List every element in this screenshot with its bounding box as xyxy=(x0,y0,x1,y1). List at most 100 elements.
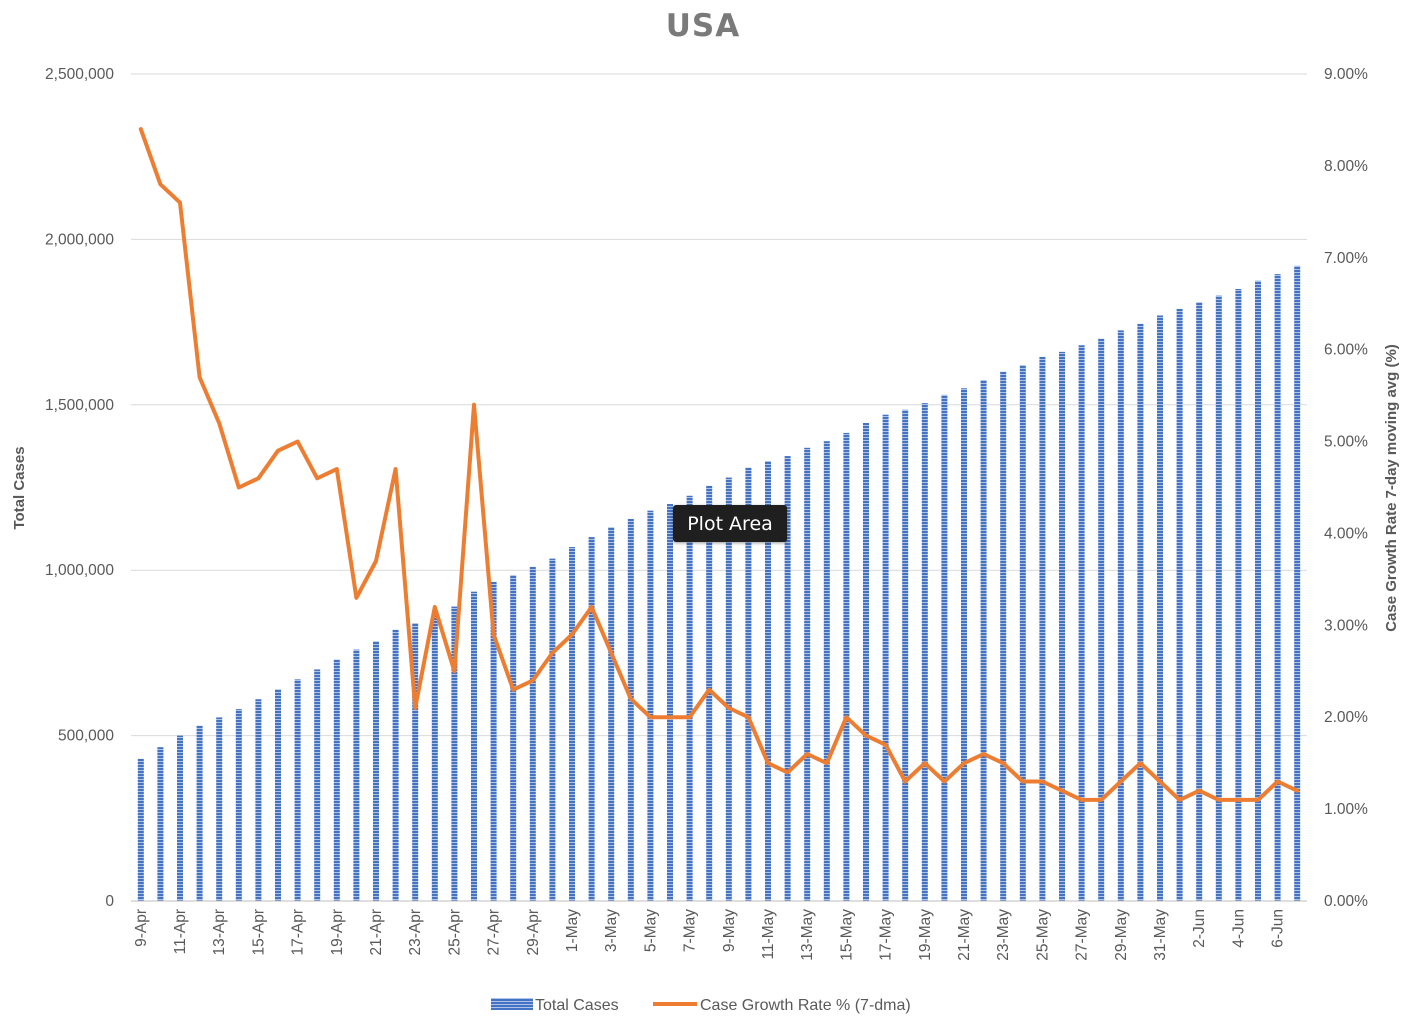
bar-total-cases xyxy=(1019,365,1026,901)
plot-area-tooltip: Plot Area xyxy=(673,505,787,542)
bar-total-cases xyxy=(1000,371,1007,902)
bar-total-cases xyxy=(392,629,399,901)
x-tick-label: 17-Apr xyxy=(290,909,307,956)
y2-tick-label: 1.00% xyxy=(1324,801,1368,818)
chart-title: USA xyxy=(666,8,741,44)
bar-series-total-cases xyxy=(137,265,1301,902)
bar-total-cases xyxy=(235,709,242,901)
bar-total-cases xyxy=(882,414,889,901)
x-tick-label: 5-May xyxy=(642,909,659,952)
x-tick-label: 19-May xyxy=(917,909,934,961)
x-tick-label: 29-May xyxy=(1113,909,1130,961)
bar-total-cases xyxy=(412,623,419,901)
y-axis-title: Total Cases xyxy=(11,446,28,529)
bar-total-cases xyxy=(569,547,575,901)
bar-total-cases xyxy=(510,575,517,901)
x-tick-label: 13-May xyxy=(799,909,816,961)
bar-total-cases xyxy=(1255,280,1261,901)
x-tick-label: 25-May xyxy=(1034,909,1051,961)
bar-total-cases xyxy=(843,432,850,901)
bar-total-cases xyxy=(1294,265,1301,901)
x-tick-label: 6-Jun xyxy=(1270,909,1287,948)
bar-total-cases xyxy=(294,679,301,901)
bar-total-cases xyxy=(216,717,223,901)
legend-swatch-total-cases xyxy=(491,998,533,1010)
bar-total-cases xyxy=(451,606,458,901)
y-tick-label: 0 xyxy=(105,893,114,910)
bar-total-cases xyxy=(941,394,948,901)
x-tick-label: 15-Apr xyxy=(250,909,267,956)
x-tick-label: 4-Jun xyxy=(1230,909,1247,948)
x-tick-label: 15-May xyxy=(838,909,855,961)
bar-total-cases xyxy=(647,510,654,901)
bar-total-cases xyxy=(686,495,693,901)
x-tick-label: 23-Apr xyxy=(407,909,424,956)
bar-total-cases xyxy=(431,614,438,901)
bar-total-cases xyxy=(725,477,732,901)
x-tick-label: 7-May xyxy=(682,909,699,952)
bar-total-cases xyxy=(1274,274,1281,901)
bar-total-cases xyxy=(255,699,262,901)
bar-total-cases xyxy=(1215,295,1222,901)
y2-tick-label: 9.00% xyxy=(1324,66,1368,83)
y2-tick-label: 2.00% xyxy=(1324,709,1368,726)
bar-total-cases xyxy=(745,467,752,901)
x-tick-label: 21-Apr xyxy=(368,909,385,956)
bar-total-cases xyxy=(373,641,379,901)
bar-total-cases xyxy=(157,747,164,901)
axes: 0 500,000 1,000,000 1,500,000 2,000,000 2,500… xyxy=(45,66,1368,961)
bar-total-cases xyxy=(529,566,536,901)
bar-total-cases xyxy=(765,461,771,901)
x-tick-label: 29-Apr xyxy=(525,909,542,956)
bar-total-cases xyxy=(1196,302,1203,901)
bar-total-cases xyxy=(549,558,556,901)
bar-total-cases xyxy=(353,649,360,901)
bar-total-cases xyxy=(137,758,144,901)
x-tick-label: 19-Apr xyxy=(329,909,346,956)
bar-total-cases xyxy=(706,485,713,901)
x-tick-label: 23-May xyxy=(995,909,1012,961)
bar-total-cases xyxy=(921,403,928,901)
bar-total-cases xyxy=(1157,315,1163,901)
x-tick-label: 9-May xyxy=(721,909,738,952)
x-tick-label: 27-Apr xyxy=(486,909,503,956)
legend: Total Cases Case Growth Rate % (7-dma) xyxy=(491,997,911,1014)
bar-total-cases xyxy=(588,537,595,901)
y-tick-label: 2,500,000 xyxy=(45,66,114,83)
x-tick-label: 11-May xyxy=(760,909,777,960)
x-tick-label: 21-May xyxy=(956,909,973,961)
bar-total-cases xyxy=(608,527,615,901)
bar-total-cases xyxy=(1039,356,1046,902)
bar-total-cases xyxy=(333,659,340,901)
bar-total-cases xyxy=(961,388,967,901)
y-tick-label: 2,000,000 xyxy=(45,231,114,248)
bar-total-cases xyxy=(196,725,203,901)
bar-total-cases xyxy=(1117,330,1124,901)
x-tick-label: 13-Apr xyxy=(211,909,228,956)
gridlines xyxy=(131,73,1307,737)
x-tick-label: 31-May xyxy=(1152,909,1169,961)
bar-total-cases xyxy=(1098,338,1105,901)
y2-tick-label: 5.00% xyxy=(1324,434,1368,451)
bar-total-cases xyxy=(471,591,477,901)
y-tick-label: 1,000,000 xyxy=(45,562,114,579)
y2-tick-label: 3.00% xyxy=(1324,617,1368,634)
bar-total-cases xyxy=(902,409,909,901)
bar-total-cases xyxy=(1137,323,1144,901)
bar-total-cases xyxy=(177,735,183,901)
bar-total-cases xyxy=(784,456,791,901)
y2-tick-label: 6.00% xyxy=(1324,342,1368,359)
x-tick-label: 2-Jun xyxy=(1191,909,1208,948)
line-series-growth-rate xyxy=(138,127,1300,802)
bar-total-cases xyxy=(1235,289,1242,901)
bar-total-cases xyxy=(627,518,634,901)
x-tick-label: 3-May xyxy=(603,909,620,952)
x-tick-label: 17-May xyxy=(878,909,895,961)
bar-total-cases xyxy=(490,581,497,901)
bar-total-cases xyxy=(823,441,830,901)
bar-total-cases xyxy=(863,422,869,901)
y2-axis-title: Case Growth Rate 7-day moving avg (%) xyxy=(1383,344,1400,632)
y2-tick-label: 7.00% xyxy=(1324,250,1368,267)
